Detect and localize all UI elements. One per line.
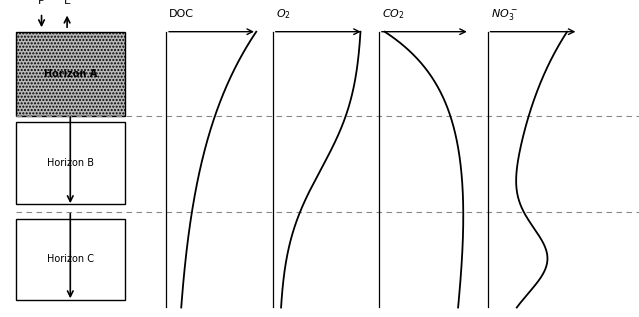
Bar	[16, 122, 125, 204]
Text: $O_2$: $O_2$	[276, 7, 291, 21]
Text: $NO_3^-$: $NO_3^-$	[491, 7, 518, 22]
Text: E: E	[64, 0, 70, 6]
Text: DOC: DOC	[169, 9, 194, 19]
Text: $CO_2$: $CO_2$	[382, 7, 404, 21]
Text: Horizon C: Horizon C	[47, 254, 94, 264]
Bar	[16, 32, 125, 116]
Text: Horizon B: Horizon B	[47, 158, 94, 168]
Text: Horizon A: Horizon A	[43, 69, 97, 79]
Bar	[16, 219, 125, 300]
Text: P: P	[38, 0, 45, 6]
